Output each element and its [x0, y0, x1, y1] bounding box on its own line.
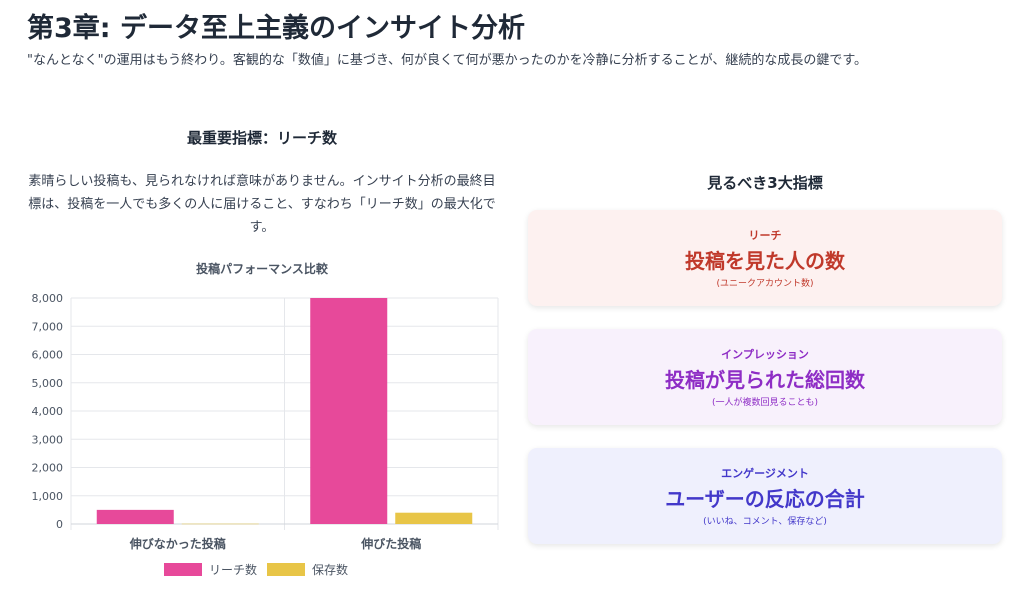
y-tick-label: 2,000	[32, 462, 64, 475]
y-tick-label: 5,000	[32, 377, 64, 390]
x-tick-label: 伸びなかった投稿	[129, 536, 226, 551]
y-tick-label: 4,000	[32, 405, 64, 418]
chart-title: 投稿パフォーマンス比較	[196, 262, 328, 276]
legend-label-saves: 保存数	[312, 563, 349, 577]
page-title: 第3章: データ至上主義のインサイト分析	[27, 13, 525, 44]
y-tick-label: 6,000	[32, 349, 64, 362]
card-note-engagement: (いいね、コメント、保存など)	[703, 517, 827, 527]
legend-swatch-reach	[164, 563, 202, 576]
legend-item-saves[interactable]: 保存数	[267, 561, 348, 578]
legend-label-reach: リーチ数	[209, 563, 258, 577]
page-description: "なんとなく"の運用はもう終わり。客観的な「数値」に基づき、何が良くて何が悪かっ…	[27, 53, 868, 68]
y-tick-label: 8,000	[32, 292, 64, 305]
card-main-impression: 投稿が見られた総回数	[665, 368, 865, 392]
left-column: 最重要指標：リーチ数 素晴らしい投稿も、見られなければ意味がありません。インサイ…	[20, 126, 504, 276]
reach-description: 素晴らしい投稿も、見られなければ意味がありません。インサイト分析の最終目標は、投…	[28, 174, 496, 235]
y-tick-label: 7,000	[32, 320, 64, 333]
metric-card-engagement: エンゲージメント ユーザーの反応の合計 (いいね、コメント、保存など)	[528, 448, 1002, 544]
metrics-heading: 見るべき3大指標	[707, 174, 823, 192]
card-label-engagement: エンゲージメント	[721, 467, 809, 480]
metric-card-reach: リーチ 投稿を見た人の数 (ユニークアカウント数)	[528, 210, 1002, 306]
card-main-engagement: ユーザーの反応の合計	[665, 487, 865, 511]
reach-heading: 最重要指標：リーチ数	[186, 129, 337, 147]
card-main-reach: 投稿を見た人の数	[685, 249, 845, 273]
card-note-impression: (一人が複数回見ることも)	[711, 398, 819, 408]
chart-legend: リーチ数 保存数	[164, 561, 348, 578]
y-tick-label: 1,000	[32, 490, 64, 503]
bar-reach	[96, 509, 174, 524]
card-label-impression: インプレッション	[721, 348, 809, 361]
bar-saves	[181, 523, 259, 525]
metric-card-impression: インプレッション 投稿が見られた総回数 (一人が複数回見ることも)	[528, 329, 1002, 425]
legend-item-reach[interactable]: リーチ数	[164, 561, 257, 578]
x-tick-label: 伸びた投稿	[360, 536, 421, 551]
card-label-reach: リーチ	[748, 229, 782, 242]
y-tick-label: 3,000	[32, 433, 64, 446]
bar-reach	[310, 298, 388, 524]
legend-swatch-saves	[267, 563, 306, 576]
y-tick-label: 0	[56, 518, 63, 531]
card-note-reach: (ユニークアカウント数)	[716, 279, 814, 289]
bar-saves	[395, 512, 473, 524]
